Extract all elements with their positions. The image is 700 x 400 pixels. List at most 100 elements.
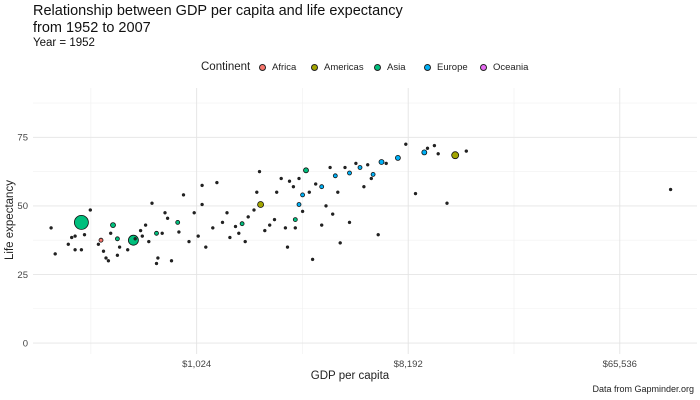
data-point	[225, 211, 229, 215]
data-point	[293, 226, 297, 230]
legend-item-europe: Europe	[424, 62, 468, 73]
data-points	[49, 142, 673, 266]
legend-swatch-asia	[374, 64, 381, 71]
data-point	[154, 230, 159, 236]
data-point	[204, 245, 208, 249]
legend-item-americas: Americas	[311, 62, 364, 73]
legend-item-asia: Asia	[374, 62, 405, 73]
data-point	[110, 222, 116, 229]
data-point	[237, 231, 241, 236]
data-point	[370, 171, 376, 177]
data-point	[369, 176, 373, 181]
axis-ticks: 0 25 50 75 $1,024 $8,192 $65,536	[17, 133, 637, 370]
data-point	[169, 259, 174, 263]
data-point	[125, 248, 130, 252]
data-point	[436, 152, 440, 156]
y-tick-label: 0	[23, 338, 28, 349]
data-point	[133, 237, 137, 241]
data-point	[291, 184, 296, 189]
legend-title: Continent	[201, 61, 251, 73]
data-point	[421, 149, 428, 156]
chart-title-line-2: from 1952 to 2007	[33, 20, 151, 36]
data-point	[464, 149, 468, 153]
data-point	[215, 180, 219, 185]
data-point	[211, 226, 215, 230]
data-point	[138, 228, 143, 233]
data-point	[257, 169, 262, 174]
data-point	[255, 190, 259, 194]
data-point	[384, 161, 388, 166]
data-point	[338, 241, 342, 245]
data-point	[154, 261, 159, 266]
data-point	[73, 248, 77, 252]
y-tick-label: 25	[17, 270, 28, 281]
data-point	[347, 170, 352, 176]
data-point	[228, 235, 232, 240]
data-point	[115, 253, 120, 258]
legend-swatch-oceania	[480, 64, 487, 71]
data-point	[181, 193, 186, 197]
data-point	[246, 215, 250, 219]
data-point	[331, 212, 335, 216]
legend-item-oceania: Oceania	[480, 62, 528, 73]
data-point	[307, 190, 311, 194]
data-point	[187, 239, 191, 244]
data-point	[53, 252, 57, 256]
y-tick-label: 75	[17, 133, 28, 144]
data-point	[233, 224, 238, 229]
data-point	[404, 142, 408, 146]
data-point	[98, 237, 104, 243]
legend: Continent Africa Americas Asia Europe Oc…	[0, 61, 700, 77]
legend-swatch-africa	[259, 64, 266, 71]
data-point	[314, 182, 318, 186]
data-point	[336, 190, 340, 194]
x-tick-label: $65,536	[603, 359, 637, 370]
data-point	[69, 235, 74, 240]
data-point	[239, 221, 245, 227]
legend-label-oceania: Oceania	[493, 62, 529, 73]
data-point	[220, 220, 225, 225]
data-point	[451, 151, 460, 160]
data-point	[160, 231, 164, 236]
chart-title: Relationship between GDP per capita and …	[33, 3, 403, 37]
data-point	[362, 184, 366, 189]
data-point	[319, 184, 325, 190]
chart-subtitle: Year = 1952	[33, 37, 95, 49]
legend-label-americas: Americas	[324, 62, 364, 73]
data-point	[196, 234, 200, 238]
data-point	[328, 165, 332, 170]
data-point	[74, 214, 89, 230]
data-point	[332, 173, 338, 179]
y-axis-title: Life expectancy	[4, 180, 16, 260]
data-point	[268, 223, 272, 227]
data-point	[96, 242, 101, 247]
legend-label-africa: Africa	[272, 62, 297, 73]
data-point	[108, 231, 113, 236]
data-point	[296, 202, 302, 207]
data-point	[285, 245, 290, 249]
data-point	[192, 211, 196, 215]
data-point	[82, 232, 87, 237]
data-point	[165, 216, 170, 221]
data-point	[156, 256, 160, 260]
data-point	[101, 249, 106, 253]
data-point	[127, 234, 139, 246]
data-point	[140, 234, 145, 238]
data-point	[283, 226, 288, 230]
x-axis-title: GDP per capita	[310, 370, 390, 382]
data-point	[150, 201, 154, 205]
data-point	[49, 226, 53, 230]
legend-label-asia: Asia	[387, 62, 406, 73]
data-point	[117, 245, 122, 249]
data-point	[445, 201, 449, 205]
data-point	[300, 209, 305, 214]
data-point	[668, 187, 673, 192]
y-tick-label: 50	[17, 201, 28, 212]
x-tick-label: $1,024	[182, 359, 211, 370]
data-point	[163, 211, 167, 215]
legend-item-africa: Africa	[259, 62, 296, 73]
data-point	[200, 183, 204, 188]
data-point	[106, 259, 111, 263]
data-point	[263, 228, 267, 233]
